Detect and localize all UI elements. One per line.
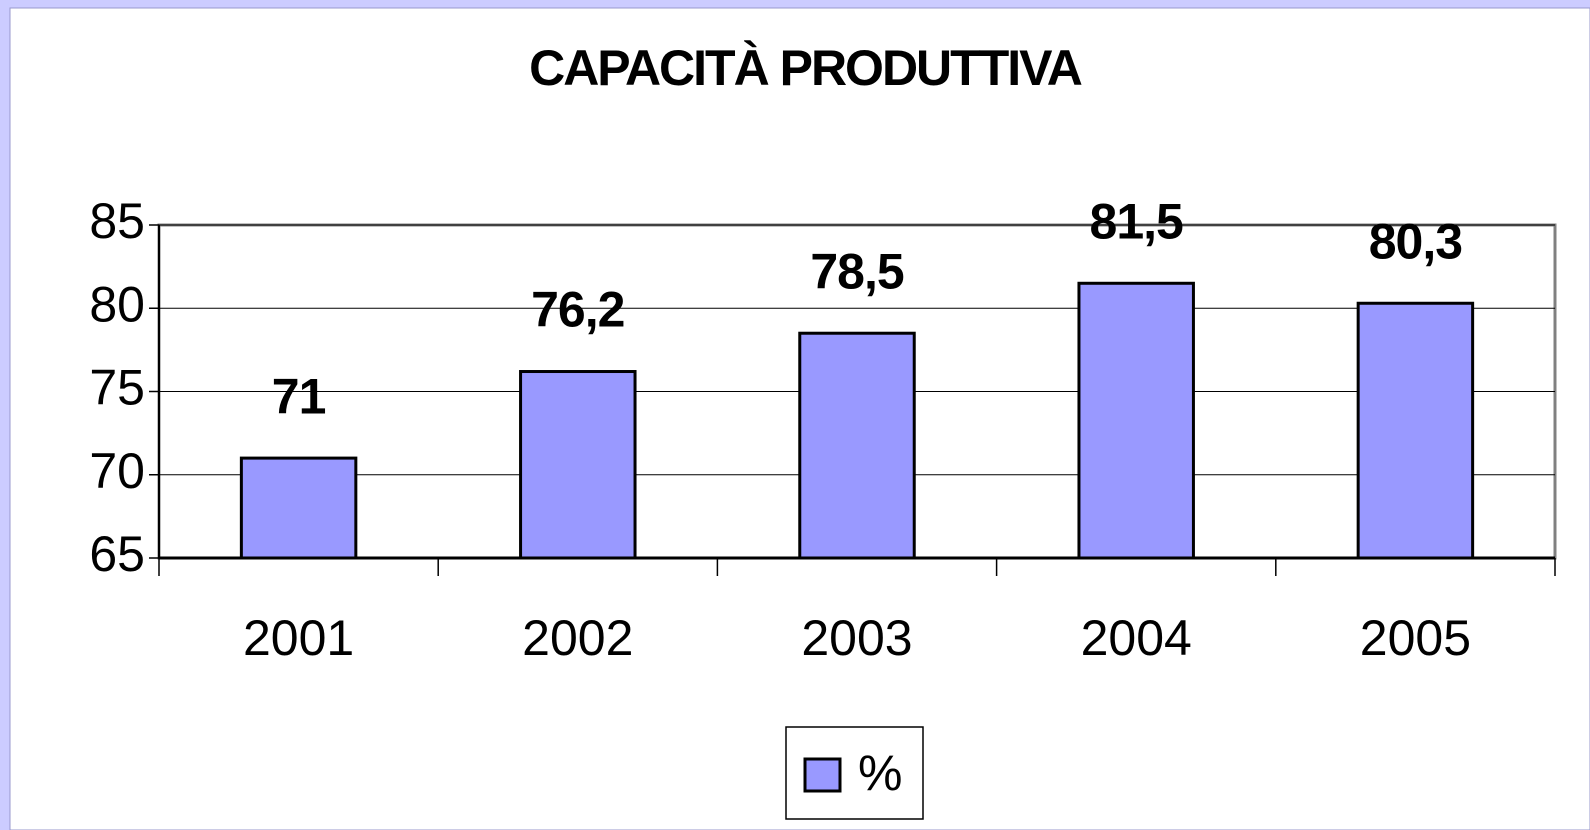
bar — [1077, 281, 1195, 560]
bar — [1356, 301, 1475, 560]
x-tick-label: 2005 — [1360, 610, 1471, 666]
x-tick-label: 2002 — [522, 610, 633, 666]
legend-label: % — [858, 745, 902, 801]
bar — [519, 370, 637, 560]
data-label: 78,5 — [810, 243, 904, 299]
data-label: 76,2 — [531, 282, 624, 338]
bar — [239, 456, 358, 560]
data-label: 71 — [272, 368, 326, 424]
data-label: 81,5 — [1090, 193, 1184, 249]
data-label: 80,3 — [1369, 213, 1462, 269]
chart-title: CAPACITÀ PRODUTTIVA — [529, 40, 1082, 96]
x-tick-label: 2003 — [801, 610, 912, 666]
legend-swatch — [803, 757, 842, 793]
bar — [798, 331, 916, 560]
y-tick-label: 80 — [89, 276, 145, 332]
y-tick-label: 85 — [89, 193, 145, 249]
y-tick-label: 75 — [89, 360, 145, 416]
y-tick-label: 70 — [89, 443, 145, 499]
y-tick-label: 65 — [89, 526, 145, 582]
x-tick-label: 2004 — [1081, 610, 1192, 666]
x-tick-label: 2001 — [243, 610, 354, 666]
